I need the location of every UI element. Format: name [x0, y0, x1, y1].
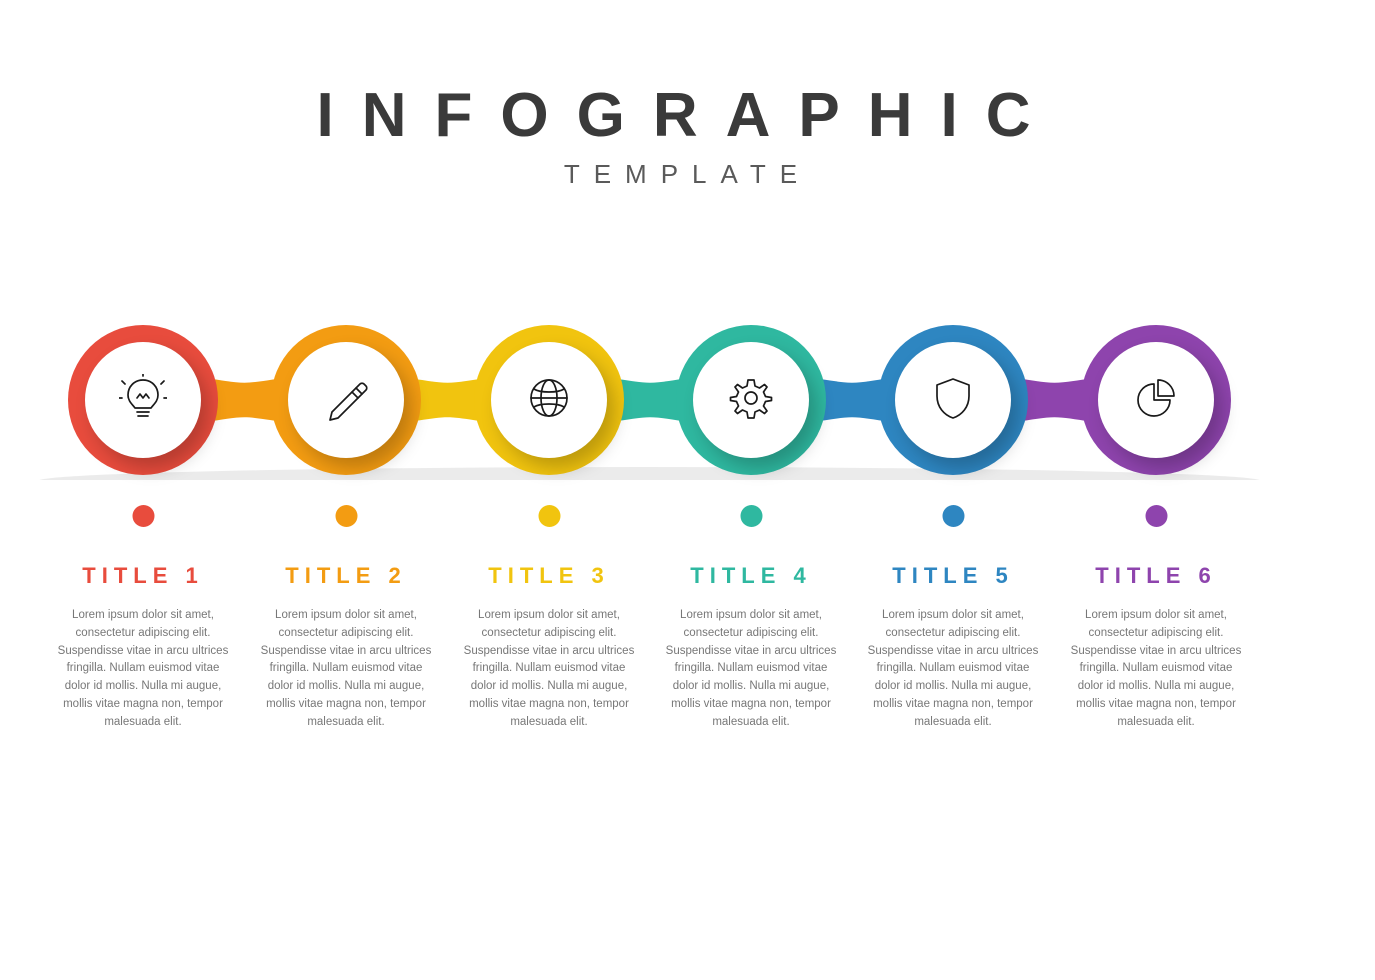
- step-dot: [740, 505, 762, 527]
- step-body: Lorem ipsum dolor sit amet, consectetur …: [866, 607, 1041, 732]
- chain-row: [0, 320, 1375, 480]
- step-dot: [335, 505, 357, 527]
- step-column: TITLE 4 Lorem ipsum dolor sit amet, conse…: [664, 505, 839, 732]
- step-column: TITLE 3 Lorem ipsum dolor sit amet, conse…: [462, 505, 637, 732]
- step-node: [676, 325, 826, 475]
- step-column: TITLE 2 Lorem ipsum dolor sit amet, conse…: [259, 505, 434, 732]
- step-title: TITLE 4: [664, 563, 839, 589]
- page-title: INFOGRAPHIC: [0, 80, 1375, 151]
- step-column: TITLE 6 Lorem ipsum dolor sit amet, conse…: [1069, 505, 1244, 732]
- step-node: [474, 325, 624, 475]
- step-node: [1081, 325, 1231, 475]
- pie-chart-icon: [1132, 374, 1180, 427]
- step-inner: [1098, 342, 1214, 458]
- step-title: TITLE 1: [56, 563, 231, 589]
- globe-icon: [525, 374, 573, 427]
- step-dot: [132, 505, 154, 527]
- step-node: [68, 325, 218, 475]
- step-dot: [1145, 505, 1167, 527]
- page-subtitle: TEMPLATE: [0, 159, 1375, 190]
- step-node: [878, 325, 1028, 475]
- step-body: Lorem ipsum dolor sit amet, consectetur …: [1069, 607, 1244, 732]
- step-inner: [85, 342, 201, 458]
- step-title: TITLE 2: [259, 563, 434, 589]
- step-body: Lorem ipsum dolor sit amet, consectetur …: [462, 607, 637, 732]
- step-body: Lorem ipsum dolor sit amet, consectetur …: [259, 607, 434, 732]
- chain-nodes: [0, 320, 1375, 480]
- header: INFOGRAPHIC TEMPLATE: [0, 0, 1375, 190]
- lightbulb-icon: [119, 374, 167, 427]
- step-inner: [895, 342, 1011, 458]
- step-title: TITLE 5: [866, 563, 1041, 589]
- step-body: Lorem ipsum dolor sit amet, consectetur …: [56, 607, 231, 732]
- step-dot: [538, 505, 560, 527]
- step-inner: [288, 342, 404, 458]
- infographic-page: INFOGRAPHIC TEMPLATE: [0, 0, 1375, 980]
- step-inner: [491, 342, 607, 458]
- step-title: TITLE 6: [1069, 563, 1244, 589]
- step-inner: [693, 342, 809, 458]
- shield-icon: [929, 374, 977, 427]
- step-body: Lorem ipsum dolor sit amet, consectetur …: [664, 607, 839, 732]
- step-dot: [942, 505, 964, 527]
- step-column: TITLE 5 Lorem ipsum dolor sit amet, conse…: [866, 505, 1041, 732]
- gear-icon: [727, 374, 775, 427]
- step-title: TITLE 3: [462, 563, 637, 589]
- step-node: [271, 325, 421, 475]
- step-column: TITLE 1 Lorem ipsum dolor sit amet, conse…: [56, 505, 231, 732]
- pencil-icon: [322, 374, 370, 427]
